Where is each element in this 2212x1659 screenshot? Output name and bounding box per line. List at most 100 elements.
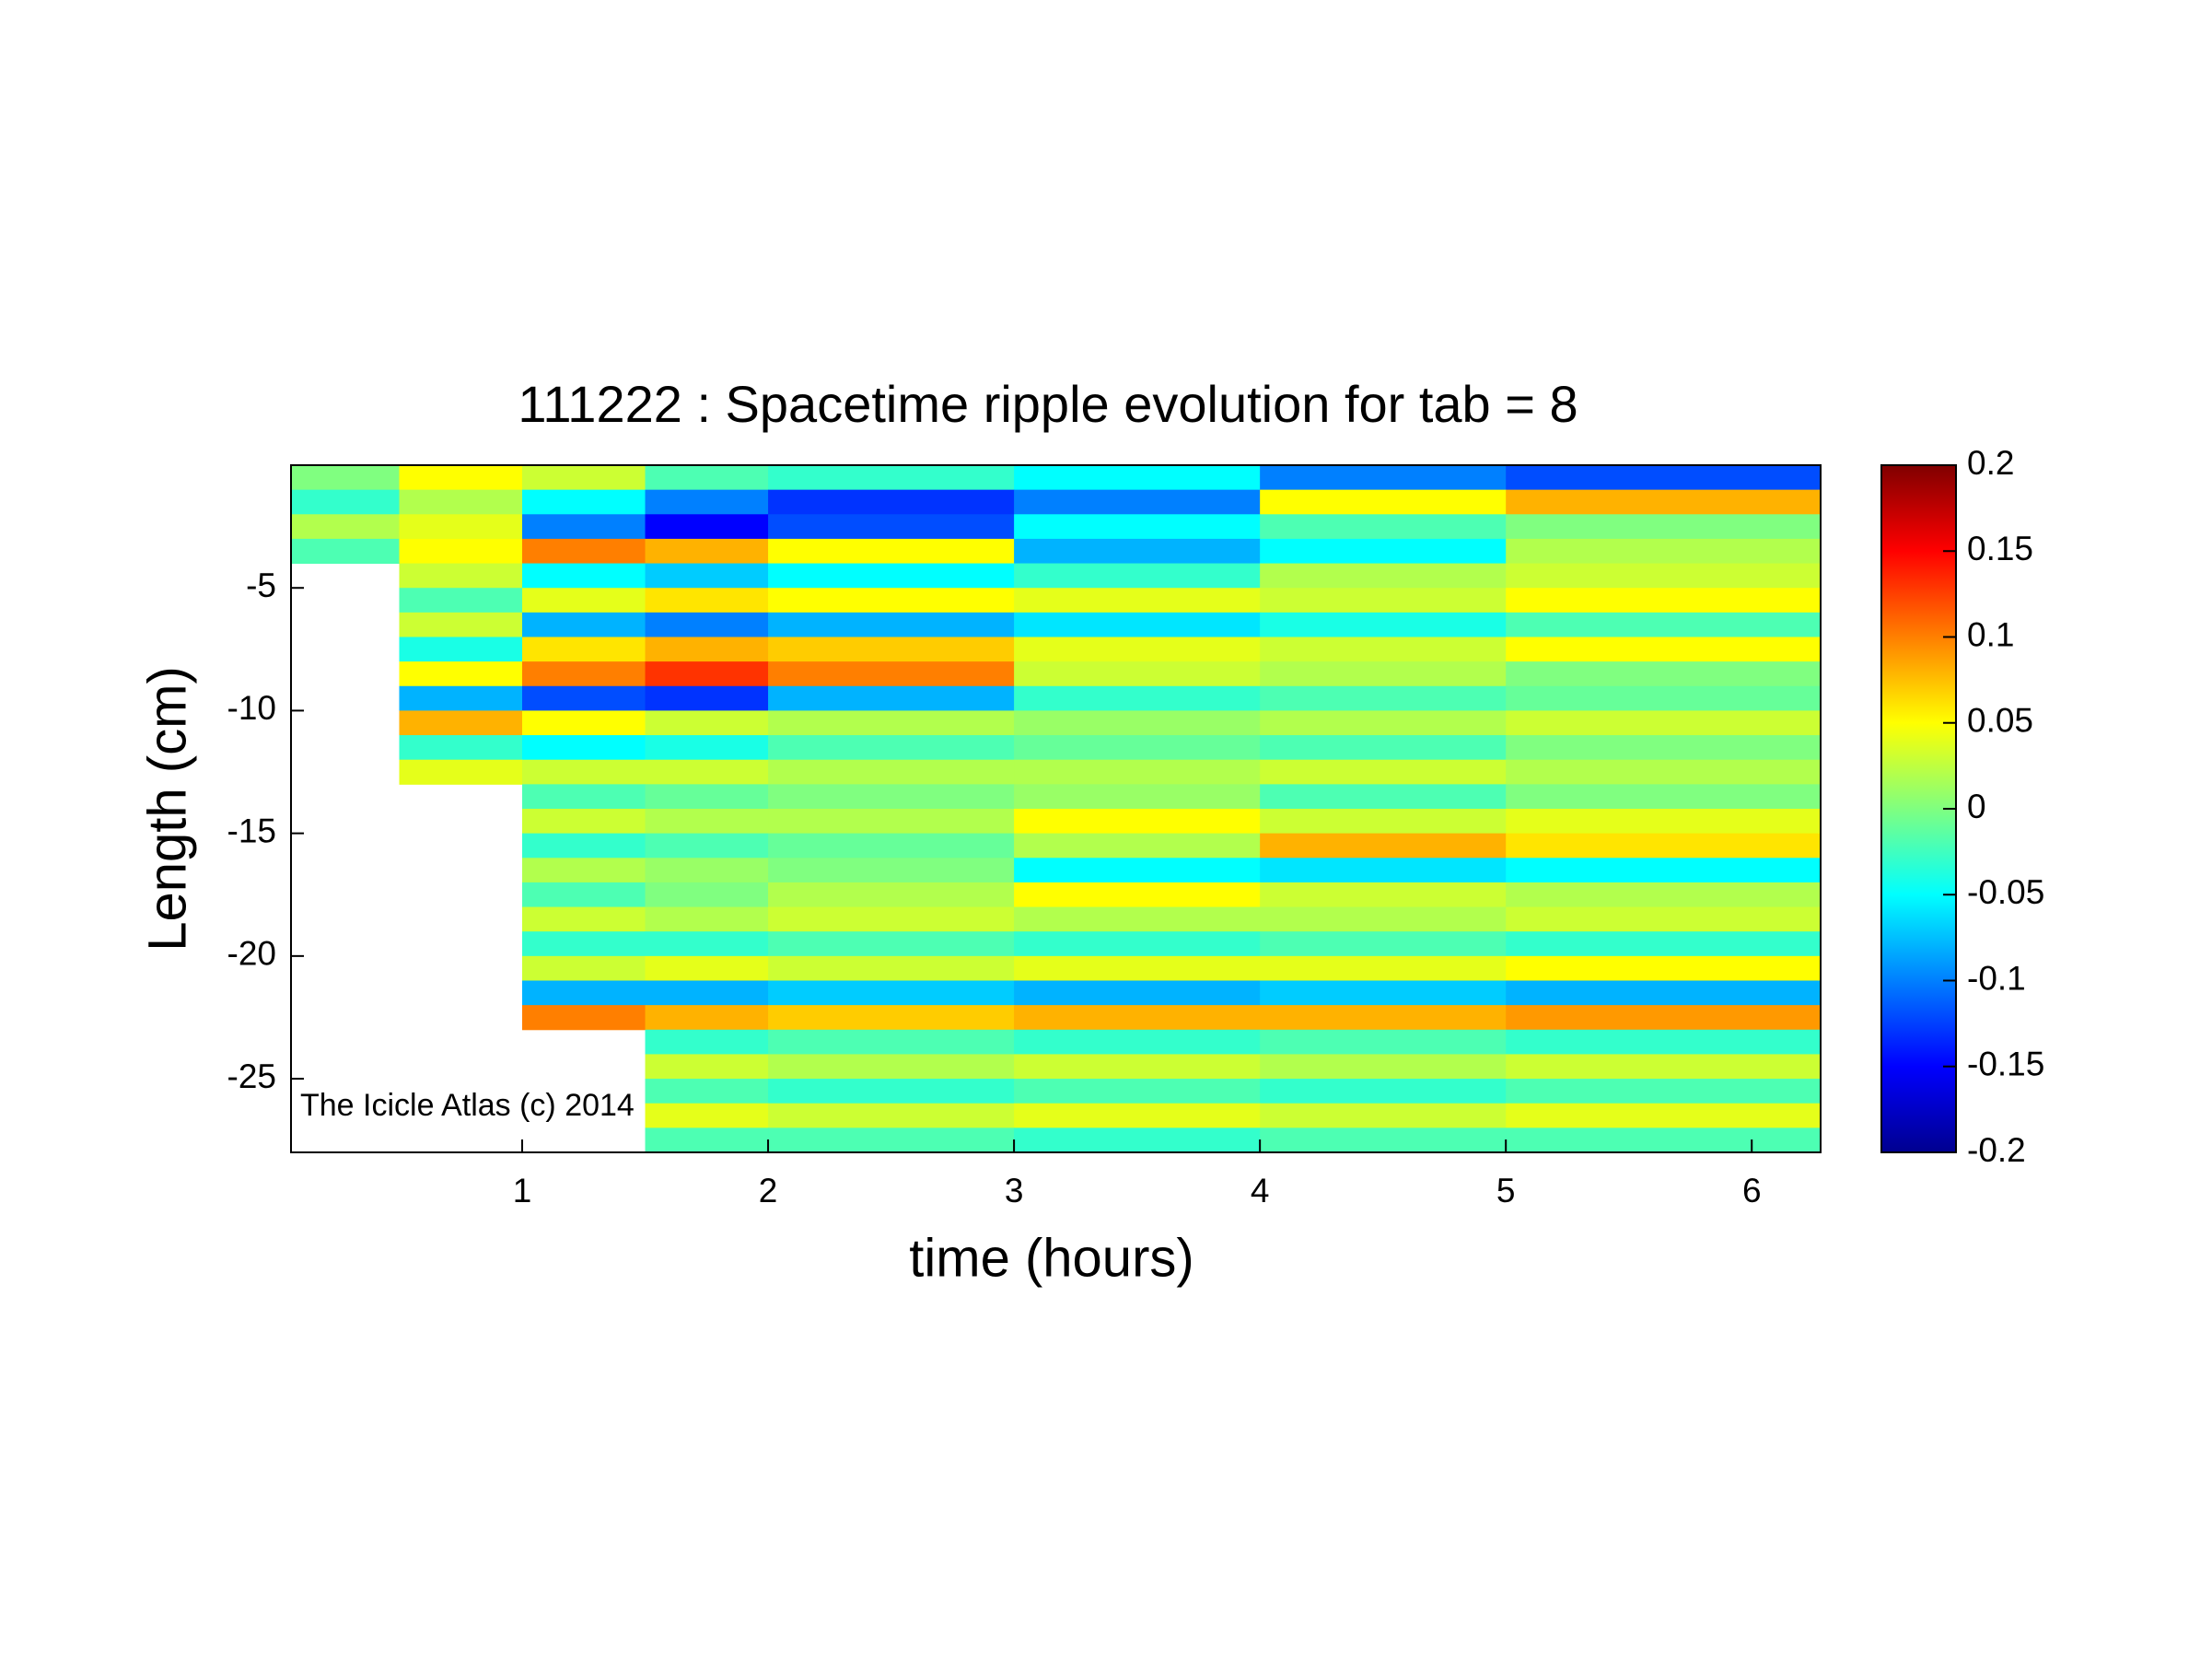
heatmap-cell (768, 858, 1015, 883)
heatmap-cell (1014, 882, 1261, 908)
heatmap-cell (1260, 759, 1507, 785)
heatmap-cell (399, 588, 523, 613)
heatmap-cell (1014, 833, 1261, 859)
heatmap-cell (399, 612, 523, 637)
heatmap-cell (1014, 735, 1261, 761)
heatmap-cell (1014, 685, 1261, 711)
heatmap-cell (1506, 710, 1822, 736)
heatmap-cell (1014, 809, 1261, 835)
heatmap-cell (768, 612, 1015, 637)
x-tick-label: 2 (759, 1172, 778, 1209)
heatmap-cell (522, 784, 646, 810)
heatmap-cell (645, 637, 769, 662)
heatmap-cell (768, 955, 1015, 981)
heatmap-cell (768, 514, 1015, 540)
heatmap-cell (1260, 784, 1507, 810)
colorbar-tick-label: 0.1 (1967, 615, 2014, 653)
heatmap-cell (1014, 1103, 1261, 1128)
heatmap-cell (768, 661, 1015, 687)
heatmap-cell (1506, 1079, 1822, 1104)
heatmap-cell (768, 784, 1015, 810)
heatmap-cell (645, 858, 769, 883)
heatmap-cell (768, 1029, 1015, 1055)
heatmap-cell (399, 538, 523, 565)
heatmap-cell (768, 685, 1015, 711)
heatmap-cell (645, 906, 769, 932)
heatmap-cell (768, 710, 1015, 736)
heatmap-cell (1506, 784, 1822, 810)
heatmap-cell (768, 906, 1015, 932)
heatmap-cell (1260, 833, 1507, 859)
heatmap-cell (645, 882, 769, 908)
heatmap-cell (522, 637, 646, 662)
heatmap-cell (399, 710, 523, 736)
heatmap-cell (399, 489, 523, 515)
heatmap-cell (522, 980, 646, 1006)
heatmap-cell (1014, 489, 1261, 515)
heatmap-cell (768, 1054, 1015, 1080)
plot-frame (290, 464, 1822, 1153)
heatmap-cell (768, 809, 1015, 835)
heatmap-cell (291, 538, 400, 565)
heatmap-cell (1014, 563, 1261, 589)
heatmap-cell (1014, 980, 1261, 1006)
heatmap-cell (1506, 906, 1822, 932)
heatmap-cell (522, 833, 646, 859)
heatmap-cell (522, 882, 646, 908)
y-tick-label: -10 (227, 689, 276, 727)
heatmap-cell (645, 563, 769, 589)
heatmap-cell (522, 759, 646, 785)
heatmap-cell (1260, 858, 1507, 883)
y-tick-label: -20 (227, 935, 276, 973)
heatmap-cell (1260, 882, 1507, 908)
heatmap-cell (522, 563, 646, 589)
heatmap-cell (1260, 980, 1507, 1006)
heatmap-cell (1014, 906, 1261, 932)
heatmap-cell (645, 489, 769, 515)
heatmap-cell (522, 685, 646, 711)
y-tick-label: -5 (246, 567, 276, 604)
colorbar-tick-label: 0 (1967, 788, 1986, 825)
chart-title: 111222 : Spacetime ripple evolution for … (518, 375, 1578, 433)
heatmap-cell (1260, 661, 1507, 687)
heatmap-cell (399, 514, 523, 540)
heatmap-cell (1260, 1029, 1507, 1055)
y-axis-label: Length (cm) (137, 666, 197, 951)
heatmap-cell (768, 465, 1015, 491)
heatmap-cell (1506, 1029, 1822, 1055)
heatmap-cell (768, 538, 1015, 565)
heatmap-cell (1260, 931, 1507, 957)
heatmap-cell (522, 489, 646, 515)
heatmap-cell (645, 955, 769, 981)
heatmap-cell (522, 931, 646, 957)
heatmap-cell (1506, 1127, 1822, 1153)
heatmap-cell (645, 465, 769, 491)
colorbar-tick-label: 0.2 (1967, 444, 2014, 482)
heatmap-cell (522, 710, 646, 736)
annotation: The Icicle Atlas (c) 2014 (300, 1088, 634, 1123)
heatmap-cell (1014, 931, 1261, 957)
heatmap-cell (1506, 1054, 1822, 1080)
x-tick-label: 3 (1005, 1172, 1024, 1209)
heatmap-cell (1014, 759, 1261, 785)
heatmap-cell (1014, 1079, 1261, 1104)
heatmap-cell (1014, 661, 1261, 687)
heatmap-cell (522, 612, 646, 637)
heatmap-cell (1506, 858, 1822, 883)
heatmap-cell (768, 563, 1015, 589)
heatmap-cell (1260, 588, 1507, 613)
heatmap-cell (1506, 489, 1822, 515)
heatmap-cell (522, 906, 646, 932)
heatmap-cell (399, 563, 523, 589)
heatmap-cell (645, 1103, 769, 1128)
heatmap-cell (1506, 1005, 1822, 1031)
heatmap-cell (1506, 955, 1822, 981)
heatmap-cell (1260, 1054, 1507, 1080)
heatmap-cell (768, 588, 1015, 613)
x-tick-label: 4 (1251, 1172, 1270, 1209)
x-tick-label: 6 (1742, 1172, 1762, 1209)
colorbar-tick-label: -0.05 (1967, 873, 2044, 911)
heatmap-cell (1260, 735, 1507, 761)
heatmap-cell (1506, 538, 1822, 565)
